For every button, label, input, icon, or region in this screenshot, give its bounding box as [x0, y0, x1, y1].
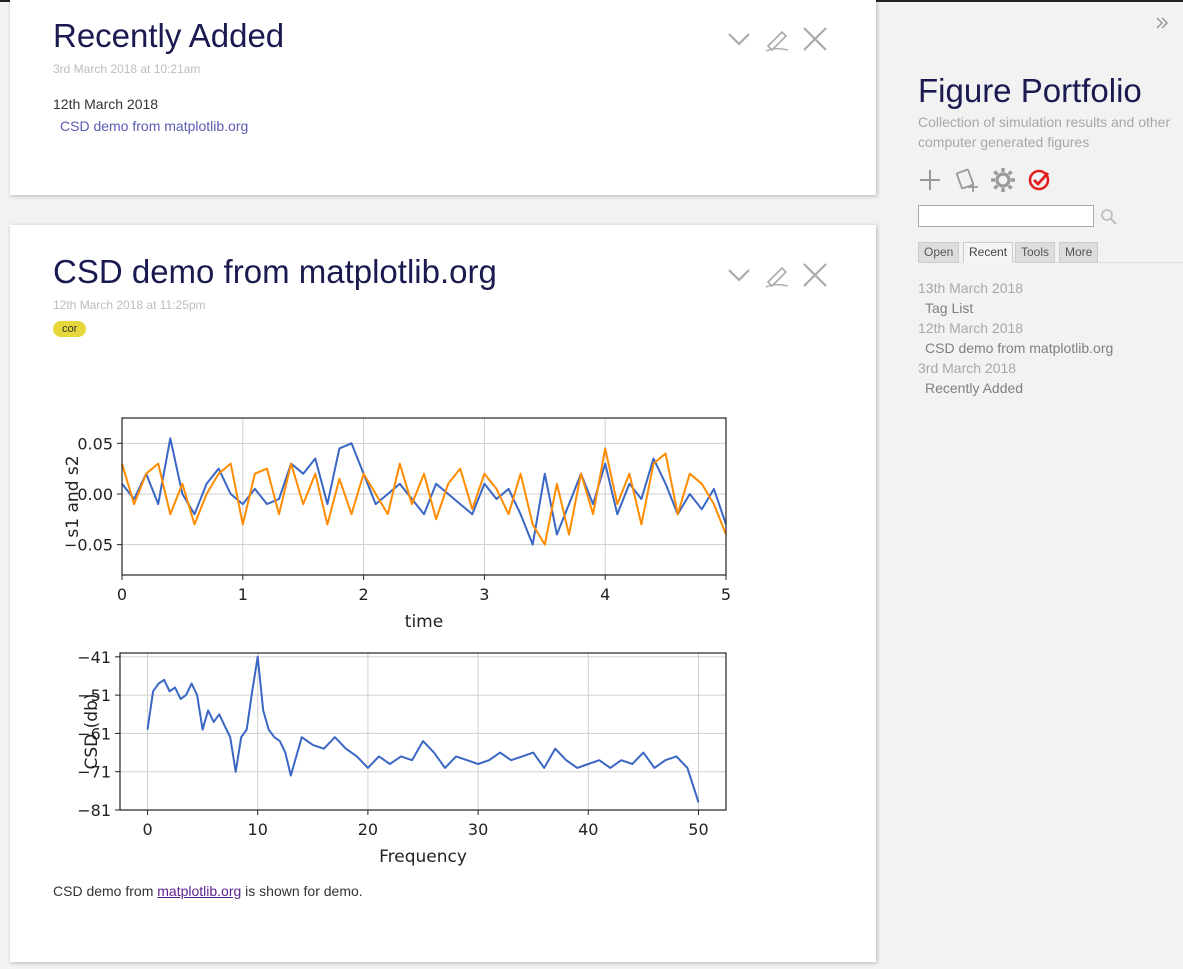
gear-icon — [991, 168, 1015, 192]
x-tick-label: 0 — [142, 820, 152, 839]
caption-link[interactable]: matplotlib.org — [157, 883, 242, 899]
x-tick-label: 50 — [688, 820, 708, 839]
tiddler-recently-added: Recently Added 3rd March 2018 at 10:21am… — [10, 0, 876, 195]
y-tick-label: −71 — [77, 763, 111, 782]
x-tick-label: 2 — [359, 585, 369, 604]
y-tick-label: −51 — [77, 686, 111, 705]
plot-frame — [119, 652, 727, 811]
fold-button[interactable] — [724, 260, 754, 290]
x-tick-label: 30 — [468, 820, 488, 839]
tab-open[interactable]: Open — [918, 242, 960, 263]
caption-prefix: CSD demo from — [53, 883, 158, 899]
x-tick-label: 20 — [358, 820, 378, 839]
y-tick-label: −81 — [77, 801, 111, 820]
tag-badge[interactable]: cor — [53, 321, 87, 337]
series-line-1 — [146, 655, 700, 803]
search-input[interactable] — [918, 205, 1094, 227]
tiddler-controls — [724, 260, 832, 294]
y-tick-label: −41 — [77, 648, 111, 667]
page-controls — [916, 166, 1056, 194]
story-river: Recently Added 3rd March 2018 at 10:21am… — [10, 0, 876, 962]
x-axis-label: time — [405, 612, 443, 632]
recent-date: 12th March 2018 — [918, 320, 1024, 336]
tab-tools[interactable]: Tools — [1015, 242, 1056, 263]
recent-list: 13th March 2018 Tag List 12th March 2018… — [918, 278, 1113, 398]
search-button[interactable] — [1100, 208, 1118, 226]
caption-suffix: is shown for demo. — [241, 883, 363, 899]
y-tick-label: −0.05 — [64, 536, 113, 555]
y-axis-label: s1 and s2 — [63, 455, 83, 537]
tiddler-title: Recently Added — [53, 17, 285, 54]
close-icon — [803, 27, 827, 51]
x-tick-label: 10 — [248, 820, 268, 839]
y-axis-label: CSD (db) — [82, 693, 102, 769]
close-button[interactable] — [800, 24, 830, 54]
sidebar: Figure Portfolio Collection of simulatio… — [886, 0, 1183, 969]
check-circle-icon — [1028, 169, 1050, 191]
tiddler-controls — [724, 24, 832, 58]
chevron-down-icon — [728, 269, 750, 282]
recent-item-csd-demo[interactable]: CSD demo from matplotlib.org — [925, 340, 1114, 356]
chevron-down-icon — [728, 33, 750, 46]
recent-date: 3rd March 2018 — [918, 360, 1017, 376]
pencil-icon — [765, 30, 789, 52]
done-button[interactable] — [1026, 166, 1054, 194]
tiddler-caption: CSD demo from matplotlib.org is shown fo… — [53, 883, 363, 899]
y-tick-label: 0.05 — [77, 434, 113, 453]
fold-button[interactable] — [724, 24, 754, 54]
tiddler-csd-demo: CSD demo from matplotlib.org 12th March … — [10, 225, 876, 962]
recent-date: 13th March 2018 — [918, 280, 1024, 296]
x-tick-label: 1 — [238, 585, 248, 604]
plot-frame — [121, 417, 727, 576]
x-tick-label: 0 — [117, 585, 127, 604]
sidebar-tabs: Open Recent Tools More — [918, 242, 1183, 263]
pencil-icon — [765, 266, 789, 288]
recent-link-wrap: CSD demo from matplotlib.org — [60, 118, 248, 134]
edit-button[interactable] — [762, 260, 792, 290]
close-icon — [803, 263, 827, 287]
recent-item-tag-list[interactable]: Tag List — [925, 300, 974, 316]
edit-button[interactable] — [762, 24, 792, 54]
x-tick-label: 3 — [479, 585, 489, 604]
collapse-sidebar-button[interactable] — [1154, 13, 1170, 33]
tab-recent[interactable]: Recent — [963, 242, 1014, 263]
new-tiddler-button[interactable] — [916, 166, 944, 194]
y-tick-label: 0.00 — [77, 485, 113, 504]
x-tick-label: 40 — [578, 820, 598, 839]
csd-figure: 0 1 2 3 4 5 0.05 0.00 −0.05 time s1 and s2 0 10 20 30 4… — [50, 413, 770, 873]
tiddler-subtitle: 12th March 2018 at 11:25pm — [53, 298, 206, 312]
chart-svg: 0 1 2 3 4 5 0.05 0.00 −0.05 time s1 and s2 0 10 20 30 4… — [63, 417, 731, 867]
control-panel-button[interactable] — [989, 166, 1017, 194]
search-icon — [1101, 209, 1117, 225]
tiddler-title: CSD demo from matplotlib.org — [53, 253, 497, 290]
y-tick-label: −61 — [77, 724, 111, 743]
date-heading: 12th March 2018 — [53, 96, 159, 112]
new-journal-button[interactable] — [953, 166, 981, 194]
new-journal-icon — [956, 168, 978, 192]
tiddler-subtitle: 3rd March 2018 at 10:21am — [53, 62, 201, 76]
close-button[interactable] — [800, 260, 830, 290]
recent-item-recently-added[interactable]: Recently Added — [925, 380, 1024, 396]
series-line-2 — [121, 447, 727, 546]
site-subtitle: Collection of simulation results and oth… — [918, 114, 1171, 150]
site-title: Figure Portfolio — [918, 72, 1142, 109]
tab-more[interactable]: More — [1059, 242, 1099, 263]
x-tick-label: 5 — [721, 585, 731, 604]
double-chevron-right-icon — [1156, 17, 1169, 29]
tiddler-link-csd-demo[interactable]: CSD demo from matplotlib.org — [60, 118, 249, 134]
x-tick-label: 4 — [600, 585, 610, 604]
x-axis-label: Frequency — [379, 847, 467, 867]
series-line-1 — [121, 437, 727, 546]
plus-icon — [920, 170, 940, 190]
